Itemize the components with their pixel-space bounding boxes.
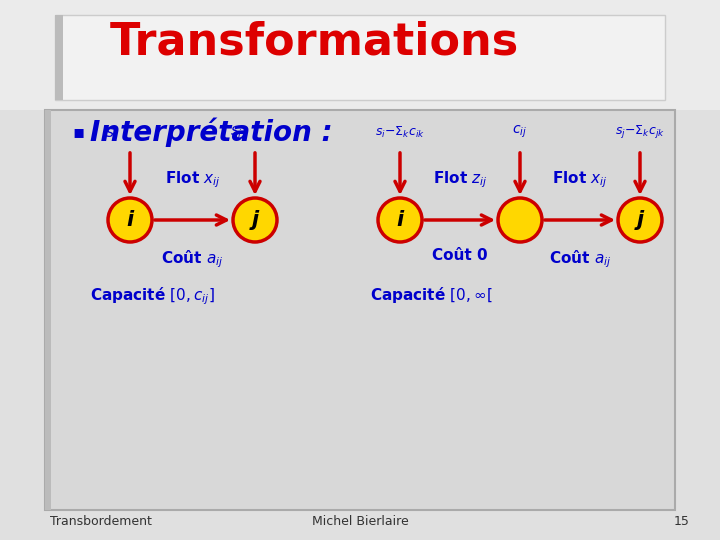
Text: Michel Bierlaire: Michel Bierlaire (312, 515, 408, 528)
Text: ▪: ▪ (72, 123, 84, 141)
Text: $s_j$: $s_j$ (230, 124, 243, 142)
FancyBboxPatch shape (55, 15, 665, 100)
FancyBboxPatch shape (45, 110, 675, 510)
Text: $s_j$$-$$\Sigma_k c_{jk}$: $s_j$$-$$\Sigma_k c_{jk}$ (615, 123, 665, 140)
Text: Coût $a_{ij}$: Coût $a_{ij}$ (161, 248, 224, 269)
Circle shape (618, 198, 662, 242)
Text: Flot $z_{ij}$: Flot $z_{ij}$ (433, 170, 487, 190)
Text: Flot $x_{ij}$: Flot $x_{ij}$ (552, 170, 608, 190)
Text: Interprétation :: Interprétation : (90, 117, 333, 147)
Text: Capacité $[0,\infty[$: Capacité $[0,\infty[$ (370, 285, 492, 305)
Text: Transbordement: Transbordement (50, 515, 152, 528)
Text: $c_{ij}$: $c_{ij}$ (513, 124, 528, 140)
Text: $s_i$: $s_i$ (105, 126, 118, 142)
Circle shape (498, 198, 542, 242)
Circle shape (378, 198, 422, 242)
Text: j: j (251, 210, 258, 230)
Text: Transformations: Transformations (110, 21, 519, 64)
FancyBboxPatch shape (55, 15, 63, 100)
FancyBboxPatch shape (45, 110, 51, 510)
FancyBboxPatch shape (0, 0, 720, 110)
Text: Flot $x_{ij}$: Flot $x_{ij}$ (165, 170, 220, 190)
Circle shape (233, 198, 277, 242)
Circle shape (108, 198, 152, 242)
Text: 15: 15 (674, 515, 690, 528)
Text: Coût $a_{ij}$: Coût $a_{ij}$ (549, 248, 611, 269)
Text: j: j (636, 210, 644, 230)
Text: i: i (397, 210, 404, 230)
Text: i: i (127, 210, 134, 230)
Text: Coût 0: Coût 0 (432, 248, 488, 263)
Text: $s_i$$-$$\Sigma_k c_{ik}$: $s_i$$-$$\Sigma_k c_{ik}$ (375, 125, 425, 140)
Text: Capacité $[0,c_{ij}]$: Capacité $[0,c_{ij}]$ (90, 285, 215, 307)
